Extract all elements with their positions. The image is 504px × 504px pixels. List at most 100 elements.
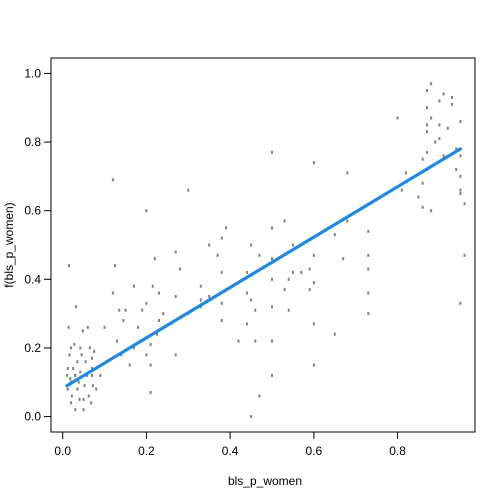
data-point <box>312 253 315 257</box>
data-point <box>87 394 90 398</box>
data-point <box>342 257 345 261</box>
data-point <box>158 291 160 295</box>
data-point <box>245 291 248 295</box>
data-point <box>421 157 424 161</box>
data-point <box>82 408 85 412</box>
data-point <box>74 373 77 377</box>
data-point <box>111 291 114 295</box>
data-point <box>103 325 106 329</box>
data-point <box>425 89 428 93</box>
data-point <box>216 253 219 257</box>
plot-frame <box>50 57 476 433</box>
data-point <box>367 267 370 271</box>
data-point <box>425 106 428 110</box>
data-point <box>367 312 370 316</box>
data-point <box>145 209 148 213</box>
data-point <box>95 387 98 391</box>
data-point <box>451 96 453 99</box>
data-point <box>81 329 84 333</box>
data-point <box>90 401 93 405</box>
data-point <box>430 209 433 213</box>
data-point <box>149 391 152 394</box>
data-point <box>254 339 257 343</box>
data-point <box>70 346 73 350</box>
data-point <box>66 367 69 370</box>
data-point <box>455 147 458 151</box>
data-point <box>158 319 160 322</box>
data-point <box>68 353 71 357</box>
data-point <box>86 325 89 329</box>
data-point <box>83 384 86 388</box>
data-point <box>124 308 127 312</box>
data-point <box>145 353 148 357</box>
y-tick-label: 0.4 <box>24 272 41 286</box>
data-point <box>271 226 273 230</box>
x-tick-label: 0.0 <box>54 444 71 458</box>
data-point <box>434 140 437 144</box>
y-tick-label: 1.0 <box>24 66 41 80</box>
y-axis: 0.0 0.2 0.4 0.6 0.8 1.0 <box>24 66 52 424</box>
data-point <box>400 188 403 192</box>
data-point <box>72 367 75 370</box>
x-tick-label: 0.2 <box>138 444 155 458</box>
data-point <box>76 387 79 391</box>
data-point <box>271 150 273 154</box>
data-point <box>455 168 458 171</box>
fit-line <box>65 147 462 388</box>
x-tick-label: 0.8 <box>389 444 406 458</box>
data-point <box>68 264 70 268</box>
data-point <box>421 181 424 185</box>
data-point <box>122 319 125 322</box>
data-point <box>459 120 462 123</box>
data-point <box>250 243 253 247</box>
data-point <box>220 301 223 305</box>
data-point <box>271 339 273 343</box>
data-point <box>438 137 441 141</box>
data-point <box>73 343 76 346</box>
data-point <box>287 308 290 312</box>
data-point <box>91 373 93 377</box>
data-point <box>199 298 202 302</box>
data-point <box>438 99 441 103</box>
data-point <box>141 308 144 312</box>
data-point <box>451 102 453 106</box>
data-point <box>425 130 428 134</box>
data-point <box>346 171 349 175</box>
data-point <box>308 267 311 271</box>
data-point <box>67 325 70 329</box>
data-point <box>300 270 303 274</box>
data-point <box>333 332 336 336</box>
data-point <box>88 346 91 350</box>
data-point <box>271 277 273 281</box>
data-point <box>312 281 315 285</box>
data-point <box>149 363 152 367</box>
data-point <box>312 322 315 326</box>
data-point <box>174 295 177 298</box>
data-point <box>459 174 462 178</box>
points-layer <box>65 82 466 419</box>
data-point <box>91 356 93 360</box>
data-point <box>245 322 248 326</box>
data-point <box>82 397 85 401</box>
data-point <box>162 312 165 316</box>
data-point <box>404 171 407 175</box>
data-point <box>312 161 315 165</box>
data-point <box>69 377 72 381</box>
data-point <box>220 319 223 322</box>
data-point <box>258 394 261 398</box>
data-point <box>75 305 78 309</box>
data-point <box>137 325 140 329</box>
y-axis-label: f(bls_p_women) <box>2 202 16 287</box>
data-point <box>128 363 131 367</box>
data-point <box>287 277 290 281</box>
data-point <box>463 202 466 206</box>
data-point <box>174 250 177 254</box>
y-tick-label: 0.6 <box>24 204 41 218</box>
data-point <box>91 384 94 388</box>
data-point <box>70 401 73 405</box>
x-tick-label: 0.4 <box>222 444 239 458</box>
y-tick-label: 0.2 <box>24 341 41 355</box>
data-point <box>271 373 273 377</box>
y-tick-label: 0.8 <box>24 135 41 149</box>
data-point <box>459 192 462 195</box>
